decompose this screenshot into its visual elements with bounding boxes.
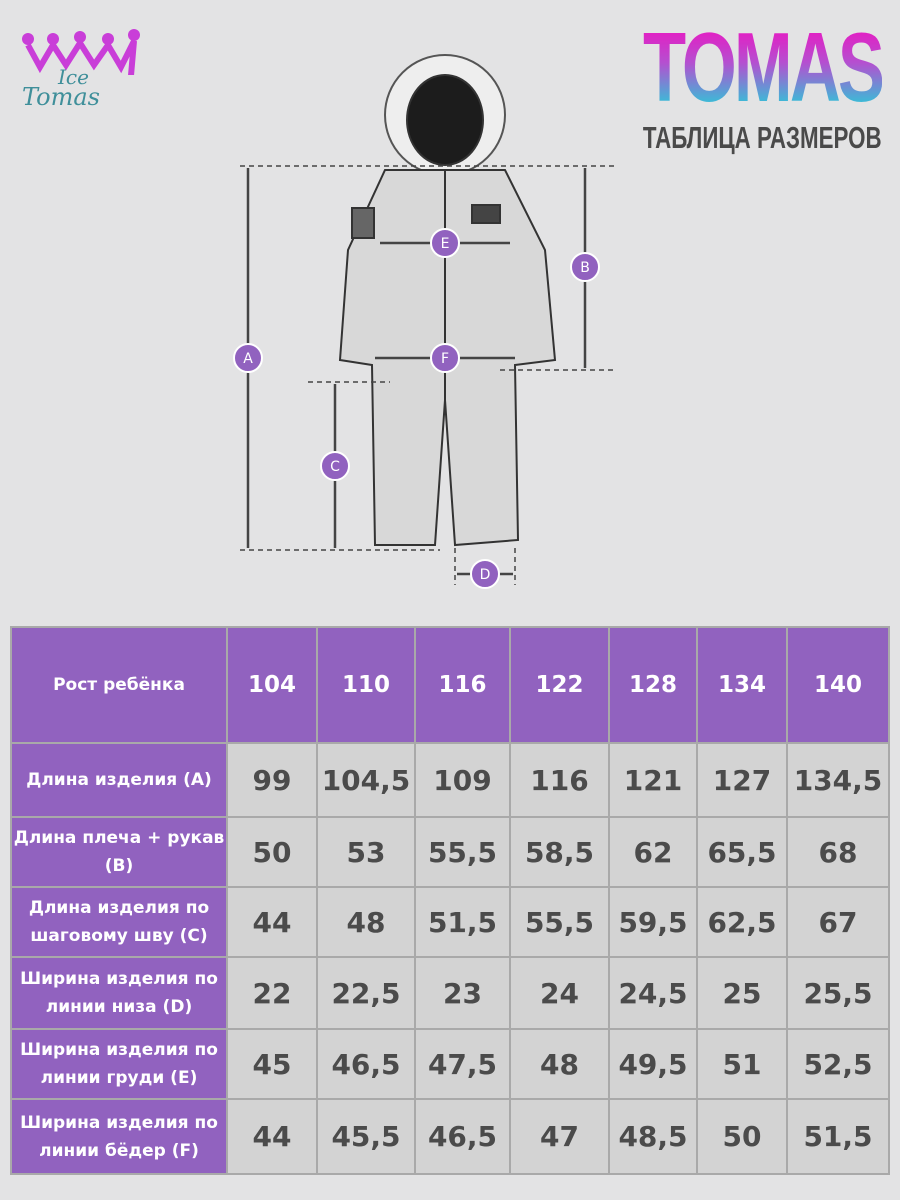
table-row: Длина плеча + рукав (B) 50 53 55,5 58,5 62 65,…: [10, 816, 890, 888]
value-cell: 48: [316, 886, 416, 958]
value-cell: 62,5: [696, 886, 788, 958]
value-cell: 50: [226, 816, 318, 888]
marker-b: [570, 252, 600, 282]
value-cell: 46,5: [414, 1098, 511, 1175]
row-label: Ширина изделия по линии низа (D): [10, 956, 228, 1030]
row-label: Длина плеча + рукав (B): [10, 816, 228, 888]
value-cell: 24,5: [608, 956, 698, 1030]
value-cell: 47,5: [414, 1028, 511, 1100]
value-cell: 51,5: [786, 1098, 890, 1175]
value-cell: 134,5: [786, 742, 890, 818]
header-label: Рост ребёнка: [10, 626, 228, 744]
size-cell: 128: [608, 626, 698, 744]
value-cell: 109: [414, 742, 511, 818]
jumpsuit-drawing: [338, 54, 557, 547]
value-cell: 127: [696, 742, 788, 818]
value-cell: 62: [608, 816, 698, 888]
ice-tomas-logo: Ice Tomas: [18, 25, 143, 115]
value-cell: 25,5: [786, 956, 890, 1030]
value-cell: 67: [786, 886, 890, 958]
marker-c: [320, 451, 350, 481]
value-cell: 58,5: [509, 816, 610, 888]
size-cell: 104: [226, 626, 318, 744]
value-cell: 45: [226, 1028, 318, 1100]
value-cell: 46,5: [316, 1028, 416, 1100]
value-cell: 22,5: [316, 956, 416, 1030]
jumpsuit-diagram: A B C D E F: [233, 54, 615, 589]
value-cell: 44: [226, 886, 318, 958]
value-cell: 116: [509, 742, 610, 818]
value-cell: 22: [226, 956, 318, 1030]
marker-e: [430, 228, 460, 258]
label-f: F: [441, 351, 449, 367]
value-cell: 48,5: [608, 1098, 698, 1175]
size-cell: 140: [786, 626, 890, 744]
value-cell: 104,5: [316, 742, 416, 818]
value-cell: 52,5: [786, 1028, 890, 1100]
size-cell: 134: [696, 626, 788, 744]
marker-d: [470, 559, 500, 589]
size-cell: 110: [316, 626, 416, 744]
row-label: Ширина изделия по линии груди (E): [10, 1028, 228, 1100]
page-subtitle: ТАБЛИЦА РАЗМЕРОВ: [643, 120, 882, 155]
table-row: Длина изделия по шаговому шву (C) 44 48 51,…: [10, 886, 890, 958]
row-label: Ширина изделия по линии бёдер (F): [10, 1098, 228, 1175]
size-cell: 122: [509, 626, 610, 744]
label-d: D: [480, 567, 491, 583]
label-c: C: [330, 459, 340, 475]
value-cell: 65,5: [696, 816, 788, 888]
label-a: A: [243, 351, 253, 367]
label-e: E: [441, 236, 450, 252]
value-cell: 25: [696, 956, 788, 1030]
value-cell: 24: [509, 956, 610, 1030]
marker-f: [430, 343, 460, 373]
value-cell: 53: [316, 816, 416, 888]
size-cell: 116: [414, 626, 511, 744]
value-cell: 68: [786, 816, 890, 888]
value-cell: 44: [226, 1098, 318, 1175]
value-cell: 48: [509, 1028, 610, 1100]
logo-text-tomas: Tomas: [22, 83, 100, 111]
value-cell: 55,5: [509, 886, 610, 958]
marker-a: [233, 343, 263, 373]
size-table: Рост ребёнка 104 110 116 122 128 134 140…: [10, 626, 890, 1175]
crown-icon: [22, 29, 140, 88]
label-b: B: [580, 260, 590, 276]
value-cell: 51,5: [414, 886, 511, 958]
value-cell: 55,5: [414, 816, 511, 888]
value-cell: 47: [509, 1098, 610, 1175]
row-label: Длина изделия по шаговому шву (C): [10, 886, 228, 958]
value-cell: 50: [696, 1098, 788, 1175]
logo-text-ice: Ice: [58, 65, 89, 89]
table-row: Длина изделия (A) 99 104,5 109 116 121 127 134,…: [10, 742, 890, 818]
table-row: Ширина изделия по линии низа (D) 22 22,5 23…: [10, 956, 890, 1030]
value-cell: 23: [414, 956, 511, 1030]
value-cell: 99: [226, 742, 318, 818]
table-row: Ширина изделия по линии груди (E) 45 46,5 4…: [10, 1028, 890, 1100]
row-label: Длина изделия (A): [10, 742, 228, 818]
value-cell: 49,5: [608, 1028, 698, 1100]
value-cell: 59,5: [608, 886, 698, 958]
brand-title: TOMAS: [642, 12, 885, 122]
size-header-row: Рост ребёнка 104 110 116 122 128 134 140: [10, 626, 890, 744]
value-cell: 45,5: [316, 1098, 416, 1175]
value-cell: 51: [696, 1028, 788, 1100]
table-row: Ширина изделия по линии бёдер (F) 44 45,5 4…: [10, 1098, 890, 1175]
value-cell: 121: [608, 742, 698, 818]
dimension-guides: [240, 165, 615, 585]
